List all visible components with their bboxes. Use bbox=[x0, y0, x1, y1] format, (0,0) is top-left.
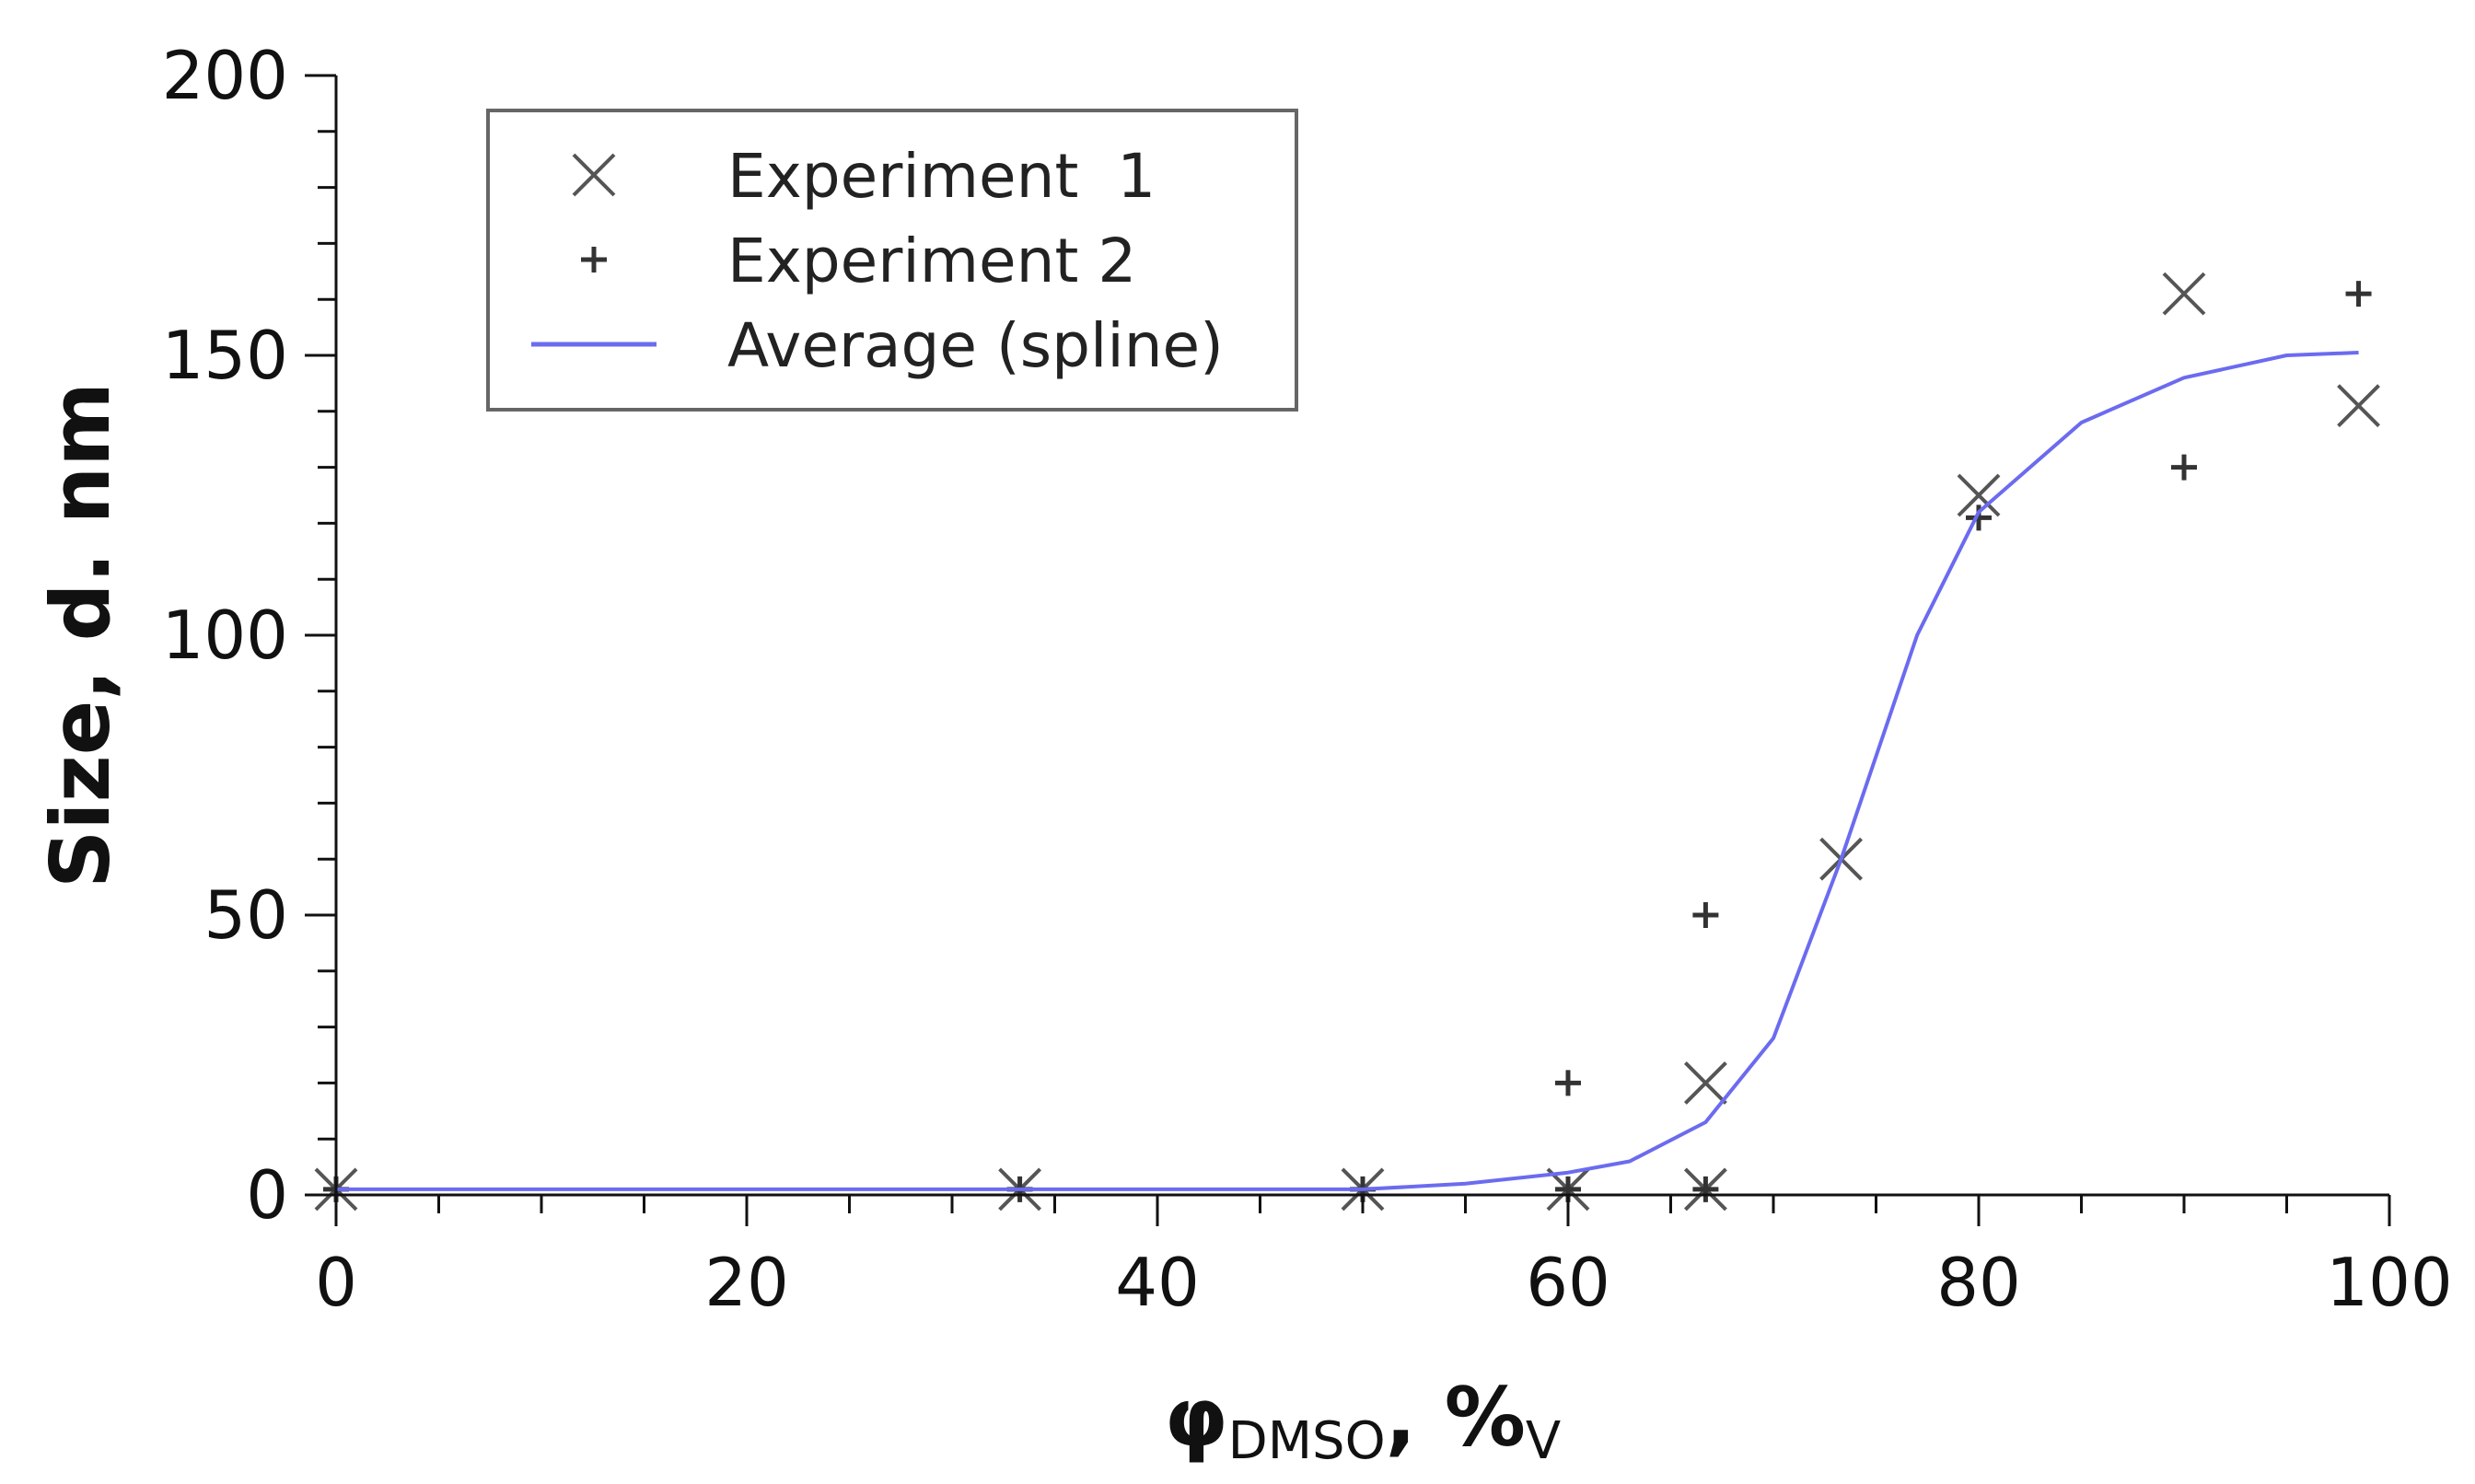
axes: 0 50 100 150 200 0 20 40 60 80 100 Size, d. nm φDMSO… bbox=[33, 37, 2453, 1471]
legend-marker-experiment-1 bbox=[572, 153, 616, 197]
y-tick-label: 150 bbox=[162, 317, 288, 394]
legend: Experiment 1 Experiment 2 Average (spline) bbox=[486, 109, 1298, 412]
x-axis-title-unit-subscript: V bbox=[1526, 1411, 1561, 1471]
x-tick-label: 0 bbox=[315, 1244, 357, 1321]
average-spline-line bbox=[336, 351, 2359, 1191]
x-tick-label: 100 bbox=[2326, 1244, 2452, 1321]
y-tick-label: 200 bbox=[162, 37, 288, 114]
experiment-2-point bbox=[1966, 504, 1992, 531]
x-axis-title-unit: , % bbox=[1386, 1370, 1526, 1465]
y-tick-label: 50 bbox=[203, 876, 288, 954]
experiment-2-point bbox=[1555, 1070, 1581, 1096]
x-tick-label: 40 bbox=[1115, 1244, 1200, 1321]
legend-box bbox=[486, 109, 1298, 412]
experiment-1-point bbox=[2337, 384, 2380, 428]
y-axis-title: Size, d. nm bbox=[33, 382, 128, 888]
legend-label: Average (spline) bbox=[727, 310, 1224, 381]
experiment-2-point bbox=[2171, 454, 2197, 481]
x-axis-title-subscript: DMSO bbox=[1228, 1411, 1386, 1471]
legend-label: Experiment 1 bbox=[727, 141, 1156, 212]
plot-area bbox=[314, 272, 2380, 1212]
y-tick-label: 0 bbox=[246, 1156, 288, 1234]
x-axis-title-symbol: φ bbox=[1165, 1370, 1228, 1465]
y-tick-label: 100 bbox=[162, 597, 288, 674]
experiment-1-point bbox=[1957, 473, 2001, 517]
experiment-2-point bbox=[1692, 902, 1719, 928]
experiment-1-point bbox=[1683, 1061, 1727, 1105]
x-tick-label: 80 bbox=[1936, 1244, 2021, 1321]
x-tick-label: 20 bbox=[704, 1244, 789, 1321]
x-axis-title: φDMSO, %V bbox=[1165, 1370, 1561, 1471]
x-tick-label: 60 bbox=[1526, 1244, 1610, 1321]
experiment-1-point bbox=[2162, 272, 2206, 316]
legend-label: Experiment 2 bbox=[727, 226, 1136, 296]
experiment-2-point bbox=[1692, 1176, 1719, 1202]
experiment-2-point bbox=[2345, 281, 2372, 307]
legend-marker-experiment-2 bbox=[581, 247, 607, 272]
